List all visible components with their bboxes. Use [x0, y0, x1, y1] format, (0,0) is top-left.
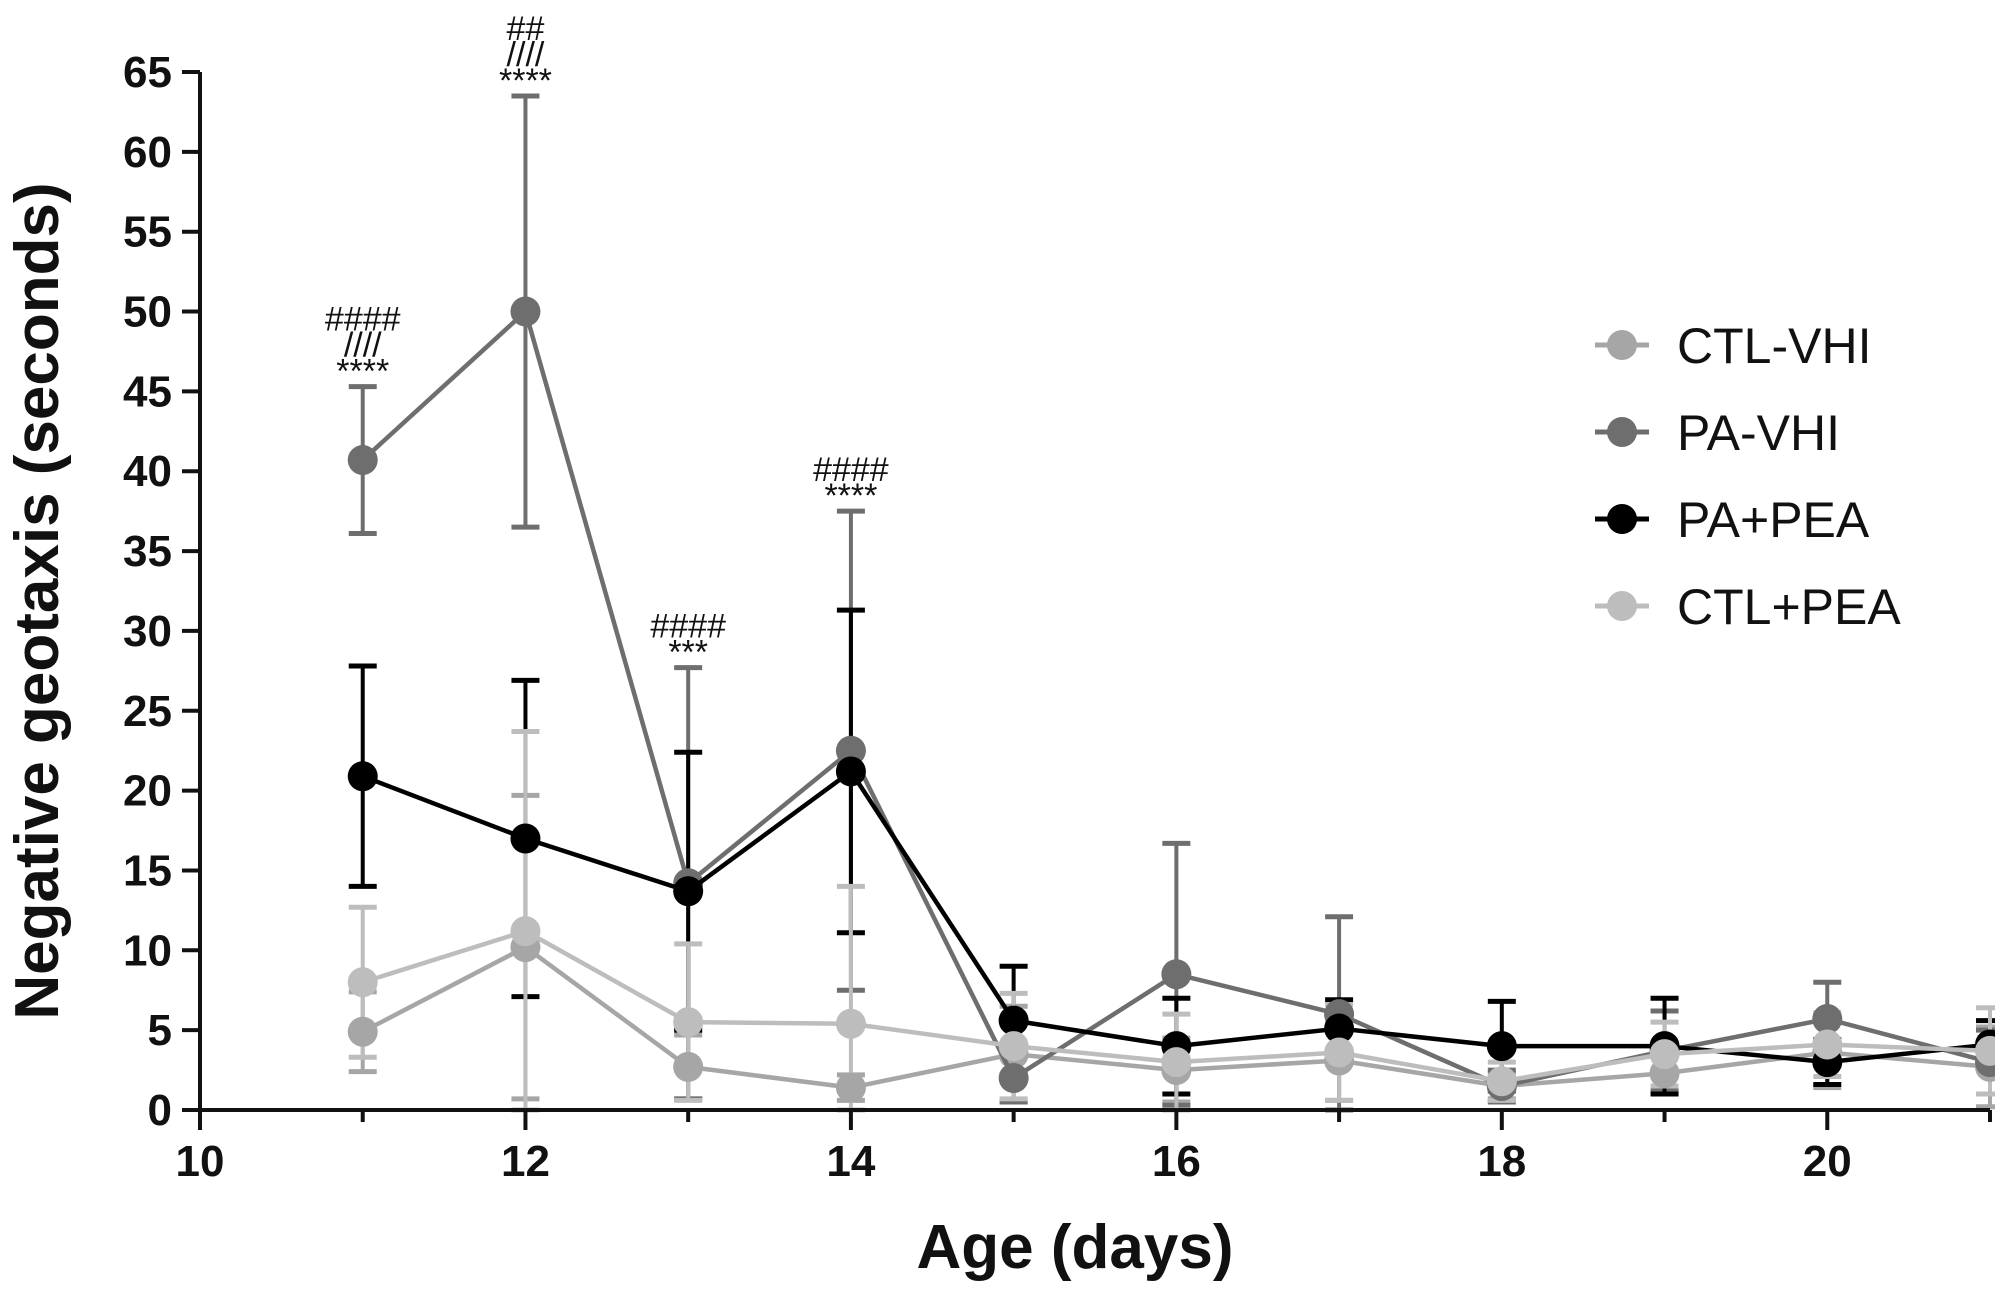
significance-label: **** [824, 477, 877, 515]
x-tick-label: 14 [826, 1137, 875, 1186]
y-tick-label: 5 [148, 1006, 172, 1055]
data-point [347, 1016, 378, 1047]
data-point [835, 735, 866, 766]
legend-marker [1607, 591, 1637, 621]
y-tick-label: 45 [123, 367, 172, 416]
y-tick-label: 0 [148, 1086, 172, 1135]
data-point [510, 823, 541, 854]
x-tick-label: 18 [1477, 1137, 1526, 1186]
x-tick-label: 12 [501, 1137, 550, 1186]
y-tick-label: 20 [123, 767, 172, 816]
x-tick-label: 20 [1803, 1137, 1852, 1186]
data-point [673, 1007, 704, 1038]
data-point [998, 1031, 1029, 1062]
data-point [510, 296, 541, 327]
data-point [1812, 1029, 1843, 1060]
significance-label: #### [650, 608, 726, 646]
significance-label: #### [325, 301, 401, 339]
significance-label: //// [507, 36, 545, 74]
significance-annotations: ####////****##////****####***####**** [325, 10, 889, 672]
x-tick-label: 16 [1152, 1137, 1201, 1186]
legend-marker [1607, 330, 1637, 360]
legend-label: CTL+PEA [1677, 579, 1901, 635]
y-ticks: 0 5 10 15 20 25 30 35 40 45 50 55 60 65 [123, 48, 200, 1135]
data-point [347, 761, 378, 792]
data-point [347, 445, 378, 476]
data-point [673, 1051, 704, 1082]
y-tick-label: 55 [123, 208, 172, 257]
data-point [998, 1005, 1029, 1036]
y-tick-label: 60 [123, 128, 172, 177]
data-point [1486, 1066, 1517, 1097]
legend-marker [1607, 417, 1637, 447]
y-tick-label: 65 [123, 48, 172, 97]
legend-marker [1607, 504, 1637, 534]
x-tick-label: 10 [176, 1137, 225, 1186]
y-axis-title: Negative geotaxis (seconds) [3, 182, 72, 1019]
legend-label: PA+PEA [1677, 492, 1870, 548]
legend-label: CTL-VHI [1677, 318, 1871, 374]
data-point [1324, 1013, 1355, 1044]
data-point [347, 967, 378, 998]
data-point [1486, 1031, 1517, 1062]
data-point [1161, 959, 1192, 990]
y-tick-label: 40 [123, 447, 172, 496]
data-point [1975, 1035, 1995, 1066]
significance-label: *** [668, 634, 708, 672]
y-tick-label: 50 [123, 288, 172, 337]
data-point [1161, 1047, 1192, 1078]
data-point [835, 1008, 866, 1039]
data-point [510, 916, 541, 947]
significance-label: **** [336, 353, 389, 391]
axes-layer [198, 72, 1990, 1112]
x-axis-title: Age (days) [917, 1213, 1234, 1282]
series-layer [347, 296, 1995, 1103]
y-tick-label: 25 [123, 687, 172, 736]
significance-label: #### [813, 451, 889, 489]
significance-label: //// [344, 327, 382, 365]
significance-label: ## [507, 10, 545, 48]
x-ticks: 10 12 14 16 18 20 [176, 1110, 1992, 1186]
legend: CTL-VHI PA-VHI PA+PEA CTL+PEA [1595, 318, 1901, 635]
data-point [1812, 1003, 1843, 1034]
data-point [835, 756, 866, 787]
data-point [1324, 1037, 1355, 1068]
data-point [673, 876, 704, 907]
y-tick-label: 10 [123, 926, 172, 975]
significance-label: **** [499, 62, 552, 100]
data-point [998, 1063, 1029, 1094]
data-point [835, 1072, 866, 1103]
y-tick-label: 15 [123, 846, 172, 895]
y-tick-label: 35 [123, 527, 172, 576]
legend-label: PA-VHI [1677, 405, 1840, 461]
data-point [1649, 1039, 1680, 1070]
y-tick-label: 30 [123, 607, 172, 656]
